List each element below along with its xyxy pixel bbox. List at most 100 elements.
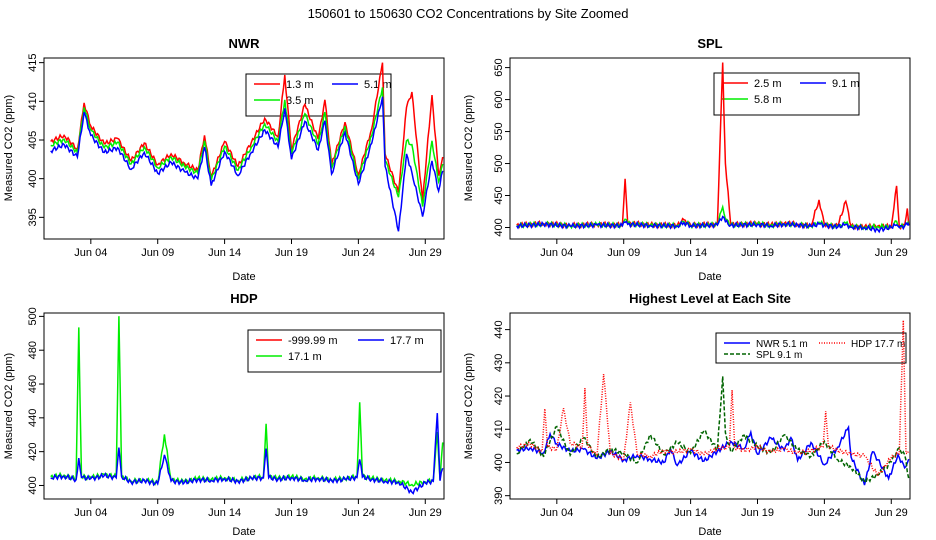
x-tick-label: Jun 19 <box>275 507 308 519</box>
panel-title: SPL <box>697 36 722 51</box>
series-group <box>50 62 444 232</box>
x-tick-label: Jun 24 <box>808 247 841 259</box>
x-tick-label: Jun 04 <box>74 507 107 519</box>
suptitle: 150601 to 150630 CO2 Concentrations by S… <box>308 6 629 21</box>
y-tick-label: 460 <box>27 375 39 393</box>
legend-label: NWR 5.1 m <box>756 339 808 350</box>
panel-title: HDP <box>230 291 258 306</box>
series-line <box>516 376 910 484</box>
legend-label: 2.5 m <box>754 78 782 90</box>
y-tick-label: 400 <box>27 476 39 494</box>
legend-label: -999.99 m <box>288 335 338 347</box>
series-line <box>50 87 444 207</box>
y-tick-label: 480 <box>27 341 39 359</box>
x-axis-label: Date <box>698 526 721 538</box>
legend-label: 17.7 m <box>390 335 424 347</box>
panel-nwr: NWR Date Measured CO2 (ppm) 1.3 m 5.1 m 3.… <box>3 36 445 283</box>
legend-box <box>715 332 907 364</box>
legend-label: 3.5 m <box>286 95 314 107</box>
y-tick-label: 500 <box>493 154 505 172</box>
y-tick-label: 400 <box>493 218 505 236</box>
panel-spl: SPL Date Measured CO2 (ppm) 2.5 m 9.1 m 5.… <box>463 36 911 283</box>
y-axis-label: Measured CO2 (ppm) <box>463 353 475 459</box>
series-line <box>516 215 910 234</box>
legend-label: 1.3 m <box>286 79 314 91</box>
x-tick-label: Jun 19 <box>741 247 774 259</box>
x-tick-label: Jun 04 <box>74 247 107 259</box>
y-tick-label: 440 <box>493 320 505 338</box>
legend-box <box>245 73 392 117</box>
plot-frame <box>509 312 911 500</box>
x-tick-label: Jun 14 <box>674 247 707 259</box>
y-tick-label: 650 <box>493 58 505 76</box>
x-axis-label: Date <box>232 526 255 538</box>
x-tick-label: Jun 09 <box>141 247 174 259</box>
x-tick-label: Jun 29 <box>409 247 442 259</box>
legend: NWR 5.1 m HDP 17.7 m SPL 9.1 m <box>715 332 907 364</box>
legend-label: 17.1 m <box>288 351 322 363</box>
y-tick-label: 395 <box>27 208 39 226</box>
plot-frame <box>509 57 911 240</box>
x-tick-label: Jun 09 <box>607 247 640 259</box>
x-tick-label: Jun 09 <box>141 507 174 519</box>
y-tick-label: 500 <box>27 307 39 325</box>
legend: 2.5 m 9.1 m 5.8 m <box>713 72 860 116</box>
x-tick-label: Jun 29 <box>409 507 442 519</box>
y-tick-label: 420 <box>493 387 505 405</box>
x-axis-label: Date <box>698 271 721 283</box>
legend-label: SPL 9.1 m <box>756 350 802 361</box>
panel-highest-level: Highest Level at Each Site Date Measured… <box>463 291 911 538</box>
series-group <box>516 320 910 486</box>
y-tick-label: 390 <box>493 486 505 504</box>
y-tick-label: 440 <box>27 409 39 427</box>
panel-title: Highest Level at Each Site <box>629 291 791 306</box>
y-tick-label: 450 <box>493 186 505 204</box>
x-tick-label: Jun 24 <box>808 507 841 519</box>
y-tick-label: 410 <box>27 92 39 110</box>
y-tick-label: 400 <box>493 453 505 471</box>
series-line <box>516 424 910 486</box>
x-tick-label: Jun 04 <box>540 247 573 259</box>
legend-label: HDP 17.7 m <box>851 339 905 350</box>
x-tick-label: Jun 14 <box>208 507 241 519</box>
legend-label: 9.1 m <box>832 78 860 90</box>
legend-box <box>713 72 860 116</box>
y-tick-label: 550 <box>493 122 505 140</box>
y-tick-label: 420 <box>27 442 39 460</box>
x-tick-label: Jun 19 <box>275 247 308 259</box>
series-line <box>50 96 444 232</box>
legend: 1.3 m 5.1 m 3.5 m <box>245 73 392 117</box>
panel-title: NWR <box>228 36 260 51</box>
x-tick-label: Jun 04 <box>540 507 573 519</box>
x-tick-label: Jun 29 <box>875 507 908 519</box>
x-tick-label: Jun 14 <box>674 507 707 519</box>
panel-hdp: HDP Date Measured CO2 (ppm) -999.99 m 17.… <box>3 291 445 538</box>
series-line <box>50 413 444 495</box>
y-tick-label: 400 <box>27 169 39 187</box>
series-group <box>50 316 444 495</box>
series-group <box>516 62 910 234</box>
y-tick-label: 415 <box>27 53 39 71</box>
x-tick-label: Jun 29 <box>875 247 908 259</box>
series-line <box>50 62 444 202</box>
x-tick-label: Jun 19 <box>741 507 774 519</box>
legend-label: 5.8 m <box>754 94 782 106</box>
legend-box <box>247 329 442 373</box>
x-tick-label: Jun 14 <box>208 247 241 259</box>
y-axis-label: Measured CO2 (ppm) <box>3 353 15 459</box>
y-axis-label: Measured CO2 (ppm) <box>3 95 15 201</box>
y-tick-label: 410 <box>493 420 505 438</box>
x-tick-label: Jun 24 <box>342 507 375 519</box>
y-axis-label: Measured CO2 (ppm) <box>463 95 475 201</box>
plot-frame <box>43 57 445 240</box>
x-axis-label: Date <box>232 271 255 283</box>
y-tick-label: 405 <box>27 131 39 149</box>
legend: -999.99 m 17.7 m 17.1 m <box>247 329 442 373</box>
x-tick-label: Jun 09 <box>607 507 640 519</box>
series-line <box>516 320 910 478</box>
legend-label: 5.1 m <box>364 79 392 91</box>
y-tick-label: 430 <box>493 354 505 372</box>
y-tick-label: 600 <box>493 90 505 108</box>
x-tick-label: Jun 24 <box>342 247 375 259</box>
